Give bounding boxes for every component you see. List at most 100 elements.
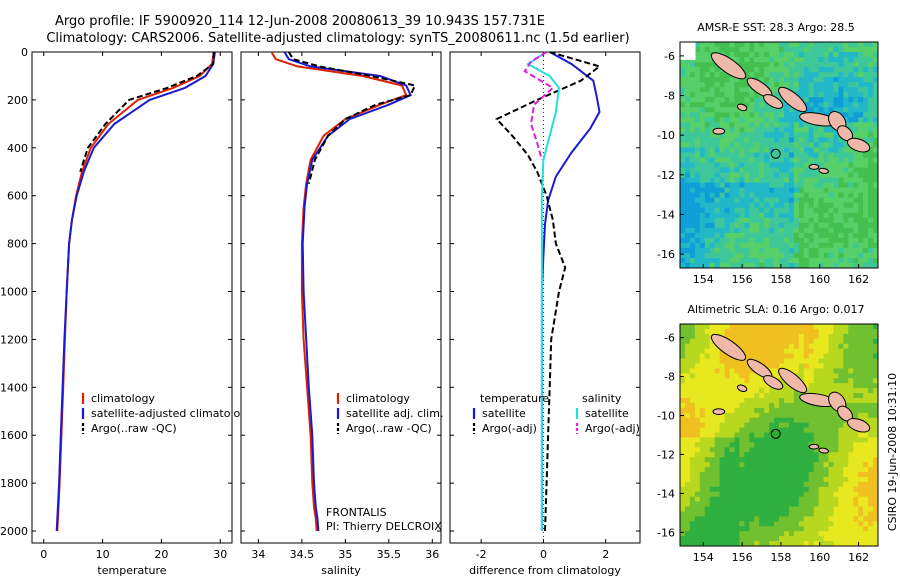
sla_map-cell: [719, 496, 725, 502]
sst_map-cell: [759, 152, 765, 158]
sla_map-cell: [699, 338, 706, 345]
sla_map-cell: [838, 457, 844, 463]
sst_map-cell: [843, 172, 849, 178]
sst_map-cell: [749, 72, 755, 78]
sla_map-cell: [689, 496, 696, 502]
sst_map-cell: [749, 57, 755, 63]
sla_map-cell: [709, 383, 716, 389]
sla_map-cell: [868, 338, 874, 345]
sst_map-cell: [848, 207, 854, 214]
sst_map-cell: [788, 57, 795, 63]
sla_map-cell: [783, 363, 790, 369]
sst_map-cell: [699, 152, 706, 158]
sla_map-cell: [680, 324, 686, 330]
sst_map-cell: [838, 62, 844, 68]
sla_map-cell: [709, 422, 716, 428]
sla_map-cell: [744, 511, 750, 517]
sla_map-cell: [734, 447, 740, 453]
sla_map-cell: [694, 536, 701, 542]
sla_map-cell: [853, 333, 859, 340]
sla_map-cell: [858, 378, 864, 384]
sst_map-cell: [843, 52, 849, 58]
sst_map-cell: [858, 247, 864, 254]
sst_map-cell: [724, 157, 730, 163]
sla_map-cell: [709, 324, 716, 330]
sla_map-cell: [843, 338, 849, 345]
sst_map-cell: [739, 222, 745, 229]
sst_map-cell: [719, 192, 725, 199]
sst_map-cell: [863, 212, 869, 219]
sla_map-cell: [793, 491, 800, 498]
sla_map-cell: [848, 383, 854, 389]
sst_map-cell: [788, 147, 795, 153]
sla_map-cell: [828, 373, 834, 379]
sla_map-cell: [754, 467, 760, 473]
sla_map-cell: [868, 481, 874, 488]
sla_map-cell: [680, 353, 686, 359]
salinity-panel: 34 34.5 35 35.5 36salinityclimatologysatelli…: [240, 51, 443, 577]
sst_map-cell: [684, 227, 691, 234]
sst_map-cell: [680, 122, 686, 128]
sla_map-cell: [793, 432, 800, 438]
sst_map-cell: [793, 217, 800, 224]
sla_map-cell: [739, 417, 745, 424]
sla_map-cell: [694, 338, 701, 345]
sla_map-cell: [813, 324, 819, 330]
sst_map-cell: [744, 212, 750, 219]
sst_map-cell: [769, 197, 775, 204]
sla_map-cell: [744, 407, 750, 414]
sst_map-cell: [808, 102, 815, 108]
sst_map-cell: [848, 202, 854, 209]
sla_map-cell: [853, 516, 859, 522]
sla_map-cell: [779, 388, 785, 394]
sst_map-cell: [828, 102, 834, 108]
sst_map-cell: [813, 72, 819, 78]
sla_map-cell: [689, 378, 696, 384]
sst_map-cell: [828, 222, 834, 229]
sst_map-cell: [764, 127, 770, 133]
sst_map-cell: [699, 47, 706, 53]
sst_map-cell: [689, 247, 696, 254]
sla_map-cell: [813, 343, 819, 350]
sla_map-cell: [719, 383, 725, 389]
sst_map-cell: [759, 122, 765, 128]
sla_map-cell: [873, 541, 878, 546]
sla_map-cell: [729, 447, 735, 453]
sst_map-cell: [774, 217, 780, 224]
sla_map-cell: [704, 442, 711, 448]
sla_map-cell: [774, 353, 780, 359]
sla_map-cell: [709, 442, 716, 448]
sla_map-cell: [680, 541, 686, 546]
sst_map-cell: [813, 262, 819, 268]
sst_map-cell: [729, 97, 735, 103]
sla_map-cell: [729, 412, 735, 419]
sst_map-cell: [793, 167, 800, 173]
sla_map-cell: [863, 536, 869, 542]
sla_map-cell: [689, 521, 696, 527]
sst_map-cell: [783, 242, 790, 249]
sla_map-cell: [680, 536, 686, 542]
sst_map-cell: [858, 172, 864, 178]
sla_map-cell: [694, 457, 701, 463]
sla_map-cell: [808, 427, 815, 433]
sst_map-title: AMSR-E SST: 28.3 Argo: 28.5: [697, 21, 855, 34]
sla_map-cell: [764, 486, 770, 493]
sla_map-cell: [823, 526, 829, 532]
sla_map-cell: [808, 496, 815, 502]
sla_map-cell: [744, 422, 750, 428]
sst_map-cell: [754, 67, 760, 73]
sla_map-cell: [764, 348, 770, 354]
sla_map-cell: [833, 481, 839, 488]
sla_map-cell: [779, 511, 785, 517]
sla_map-cell: [813, 417, 819, 424]
sla_map-cell: [764, 526, 770, 532]
sla_map-cell: [704, 328, 711, 335]
sla_map-cell: [759, 437, 765, 443]
sst_map-cell: [774, 262, 780, 268]
sst_map-cell: [684, 207, 691, 214]
sla_map-cell: [828, 506, 834, 512]
sla_map-cell: [744, 373, 750, 379]
sla_map-cell: [709, 398, 716, 404]
sst_map-cell: [793, 187, 800, 194]
sst_map-cell: [689, 172, 696, 178]
